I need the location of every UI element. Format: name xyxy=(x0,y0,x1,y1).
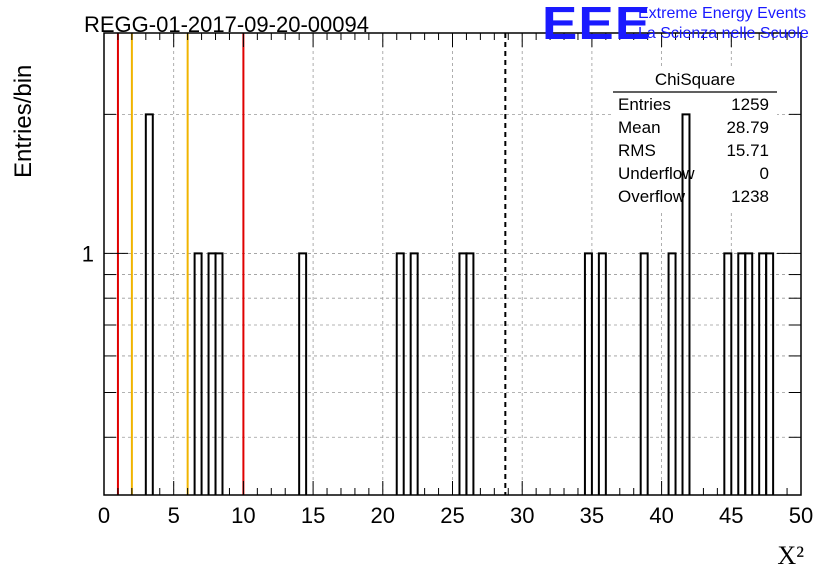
histogram-bar xyxy=(758,252,768,495)
stats-value: 15.71 xyxy=(726,141,769,160)
x-tick-label: 35 xyxy=(580,503,604,528)
stats-label: Mean xyxy=(618,118,661,137)
histogram-bar xyxy=(409,252,419,495)
x-tick-label: 0 xyxy=(98,503,110,528)
histogram-bar xyxy=(458,252,468,495)
stats-label: Entries xyxy=(618,95,671,114)
histogram-bar xyxy=(207,252,217,495)
y-tick-label: 1 xyxy=(82,241,94,266)
x-tick-label: 25 xyxy=(440,503,464,528)
x-tick-label: 40 xyxy=(649,503,673,528)
x-axis-label: X² xyxy=(777,541,804,570)
stats-value: 0 xyxy=(760,164,769,183)
stats-value: 1238 xyxy=(731,187,769,206)
x-tick-label: 45 xyxy=(719,503,743,528)
histogram-bar xyxy=(193,252,203,495)
histogram-bar xyxy=(465,252,475,495)
x-tick-label: 15 xyxy=(301,503,325,528)
x-tick-label: 20 xyxy=(371,503,395,528)
histogram-bar xyxy=(737,252,747,495)
stats-label: Underflow xyxy=(618,164,695,183)
stats-value: 1259 xyxy=(731,95,769,114)
histogram-bar xyxy=(667,252,677,495)
histogram-bar xyxy=(298,252,308,495)
stats-label: RMS xyxy=(618,141,656,160)
stats-value: 28.79 xyxy=(726,118,769,137)
logo-line-1: Extreme Energy Events xyxy=(638,5,807,22)
logo-line-2: La Scienza nelle Scuole xyxy=(638,25,809,42)
x-tick-label: 30 xyxy=(510,503,534,528)
histogram-bar xyxy=(744,252,754,495)
x-tick-label: 5 xyxy=(168,503,180,528)
axes: 0 5 10 15 20 25 30 35 40 45 50 1 xyxy=(82,33,813,528)
histogram-bar xyxy=(597,252,607,495)
chart-title: REGG-01-2017-09-20-00094 xyxy=(84,12,369,37)
stats-box: ChiSquare Entries 1259 Mean 28.79 RMS 15.71 Und… xyxy=(613,68,777,211)
y-axis-label: Entries/bin xyxy=(10,65,37,178)
eee-logo: EEE Extreme Energy Events La Scienza nel… xyxy=(542,0,832,49)
x-tick-label: 50 xyxy=(789,503,813,528)
histogram-bar xyxy=(214,252,224,495)
stats-title: ChiSquare xyxy=(655,70,735,89)
histogram-bar-overlap xyxy=(681,113,691,211)
histogram-bar xyxy=(765,252,775,495)
histogram-bars xyxy=(144,113,775,495)
histogram-bar xyxy=(639,252,649,495)
histogram-bar xyxy=(395,252,405,495)
eee-logo-mark: EEE xyxy=(542,0,652,49)
histogram-bar xyxy=(723,252,733,495)
x-tick-label: 10 xyxy=(231,503,255,528)
stats-label: Overflow xyxy=(618,187,686,206)
reference-lines xyxy=(116,33,507,495)
histogram-bar xyxy=(583,252,593,495)
histogram-bar xyxy=(144,113,154,495)
